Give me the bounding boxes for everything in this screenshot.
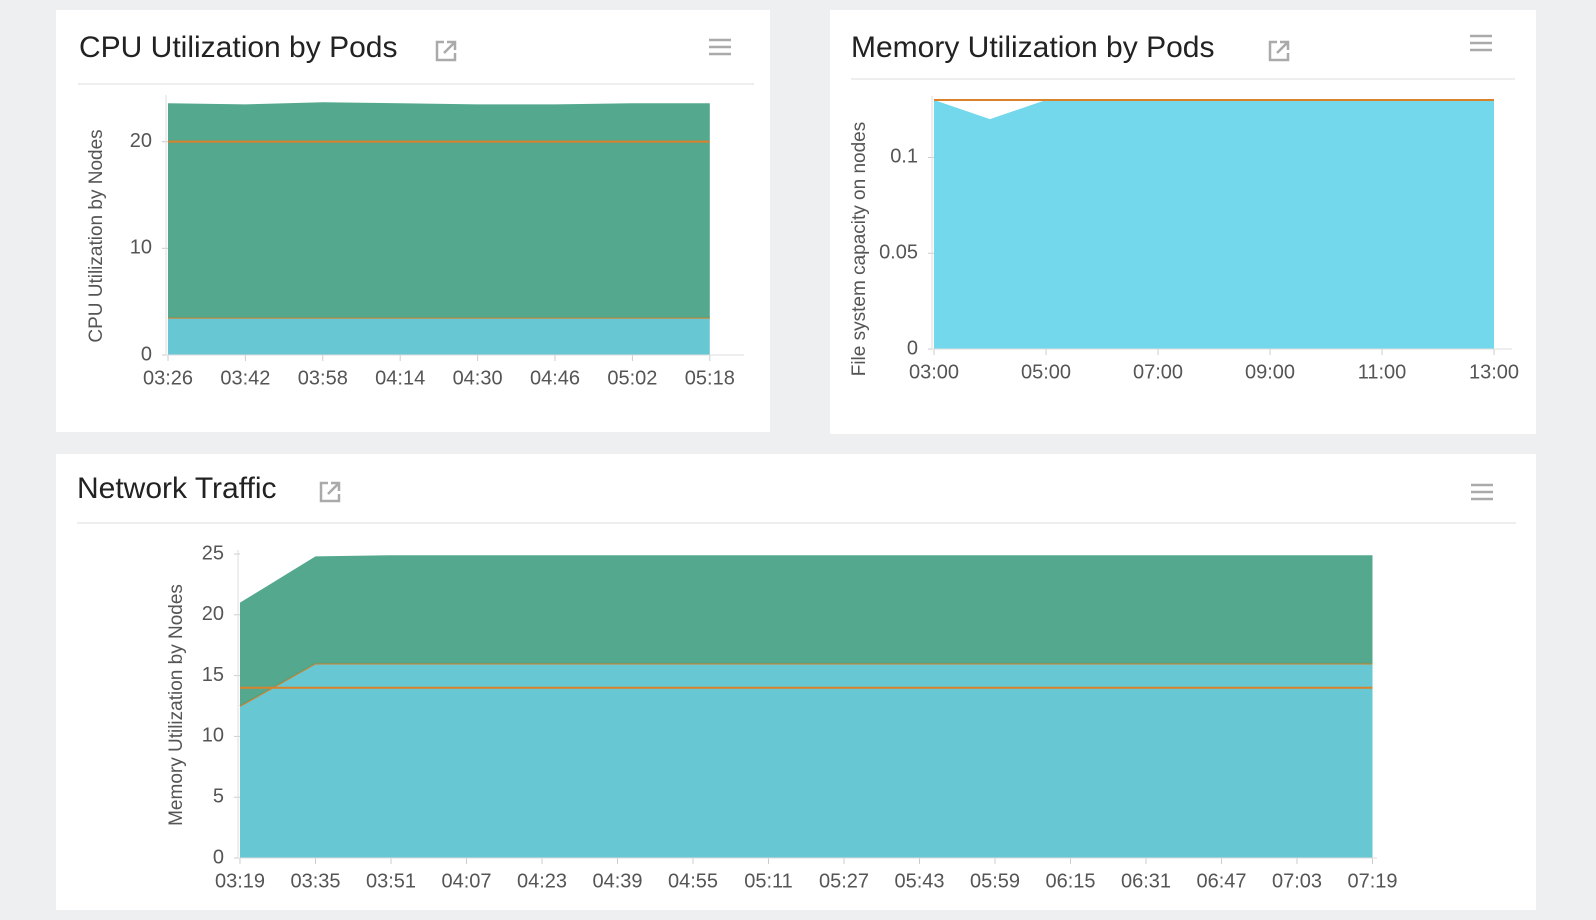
panel-title: CPU Utilization by Pods — [79, 31, 397, 64]
x-tick-label: 04:39 — [592, 870, 642, 892]
x-tick-label: 11:00 — [1358, 361, 1407, 383]
x-tick-label: 04:46 — [530, 367, 580, 389]
x-tick-label: 07:03 — [1272, 870, 1322, 892]
x-tick-label: 03:19 — [215, 870, 265, 892]
area — [240, 663, 1373, 858]
area — [168, 317, 710, 355]
x-tick-label: 03:42 — [220, 367, 270, 389]
external-link-icon[interactable] — [319, 481, 341, 503]
y-tick-label: 0 — [907, 337, 918, 359]
y-tick-label: 0.05 — [879, 242, 918, 264]
x-tick-label: 07:00 — [1133, 361, 1183, 383]
x-tick-label: 04:30 — [453, 367, 503, 389]
external-link-icon[interactable] — [435, 40, 457, 62]
x-tick-label: 03:58 — [298, 367, 348, 389]
x-tick-label: 07:19 — [1347, 870, 1397, 892]
y-tick-label: 5 — [213, 785, 224, 807]
x-tick-label: 04:23 — [517, 870, 567, 892]
x-tick-label: 04:07 — [441, 870, 491, 892]
panel-title: Network Traffic — [77, 472, 277, 505]
x-tick-label: 13:00 — [1469, 361, 1519, 383]
menu-icon[interactable] — [1471, 483, 1493, 501]
x-tick-label: 06:47 — [1196, 870, 1246, 892]
y-tick-label: 25 — [202, 542, 224, 564]
y-tick-label: 0 — [213, 846, 224, 868]
external-link-icon[interactable] — [1268, 40, 1290, 62]
x-tick-label: 05:18 — [685, 367, 735, 389]
x-tick-label: 05:02 — [607, 367, 657, 389]
y-tick-label: 20 — [202, 603, 224, 625]
y-tick-label: 20 — [130, 130, 152, 152]
y-axis-title: File system capacity on nodes — [849, 122, 870, 377]
x-tick-label: 05:43 — [894, 870, 944, 892]
x-tick-label: 05:00 — [1021, 361, 1071, 383]
x-tick-label: 03:00 — [909, 361, 959, 383]
x-tick-label: 05:27 — [819, 870, 869, 892]
area — [168, 102, 710, 318]
x-tick-label: 03:26 — [143, 367, 193, 389]
area — [934, 100, 1494, 349]
area — [240, 555, 1373, 706]
menu-icon[interactable] — [709, 38, 731, 56]
y-axis-title: CPU Utilization by Nodes — [86, 129, 107, 342]
x-tick-label: 05:59 — [970, 870, 1020, 892]
x-tick-label: 09:00 — [1245, 361, 1295, 383]
y-tick-label: 10 — [130, 237, 152, 259]
menu-icon[interactable] — [1470, 34, 1492, 52]
x-tick-label: 06:31 — [1121, 870, 1171, 892]
panel-title: Memory Utilization by Pods — [851, 31, 1214, 64]
y-tick-label: 15 — [202, 664, 224, 686]
x-tick-label: 04:14 — [375, 367, 425, 389]
x-tick-label: 05:11 — [744, 870, 793, 892]
y-tick-label: 0 — [141, 343, 152, 365]
x-tick-label: 06:15 — [1045, 870, 1095, 892]
x-tick-label: 03:35 — [290, 870, 340, 892]
x-tick-label: 04:55 — [668, 870, 718, 892]
y-tick-label: 0.1 — [890, 146, 918, 168]
x-tick-label: 03:51 — [366, 870, 416, 892]
y-tick-label: 10 — [202, 725, 224, 747]
y-axis-title: Memory Utilization by Nodes — [166, 584, 187, 826]
